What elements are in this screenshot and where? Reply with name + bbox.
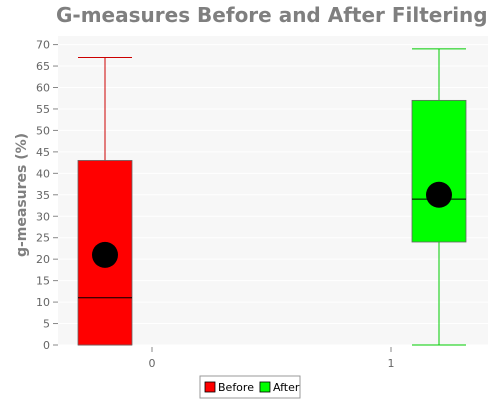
box-after xyxy=(411,48,467,346)
y-tick-label: 5 xyxy=(43,318,50,331)
y-tick-label: 20 xyxy=(36,253,50,266)
x-tick-label: 1 xyxy=(388,357,395,370)
y-tick-label: 35 xyxy=(36,189,50,202)
y-tick-label: 10 xyxy=(36,296,50,309)
y-tick-label: 55 xyxy=(36,103,50,116)
y-tick-label: 15 xyxy=(36,275,50,288)
boxes xyxy=(77,48,467,346)
x-tick-label: 0 xyxy=(149,357,156,370)
y-tick-label: 40 xyxy=(36,167,50,180)
mean-marker xyxy=(426,181,452,208)
legend-swatch xyxy=(259,381,271,393)
y-tick-label: 65 xyxy=(36,60,50,73)
legend-label: Before xyxy=(218,381,254,394)
axes: 0 5 10 15 20 25 30 35 40 45 50 55 60 65 70 0 1 xyxy=(36,39,395,370)
y-tick-label: 30 xyxy=(36,210,50,223)
y-tick-label: 60 xyxy=(36,82,50,95)
y-tick-label: 45 xyxy=(36,146,50,159)
y-tick-label: 0 xyxy=(43,339,50,352)
mean-marker xyxy=(92,241,118,268)
legend-label: After xyxy=(273,381,300,394)
y-tick-label: 70 xyxy=(36,39,50,52)
y-tick-label: 50 xyxy=(36,124,50,137)
box-body xyxy=(411,99,467,243)
legend-swatch xyxy=(204,381,216,393)
box-before xyxy=(77,56,133,346)
legend: Before After xyxy=(199,375,301,399)
chart-title: G-measures Before and After Filtering xyxy=(56,3,488,27)
legend-box xyxy=(199,375,301,399)
y-tick-label: 25 xyxy=(36,232,50,245)
y-axis-label: g-measures (%) xyxy=(14,133,30,257)
